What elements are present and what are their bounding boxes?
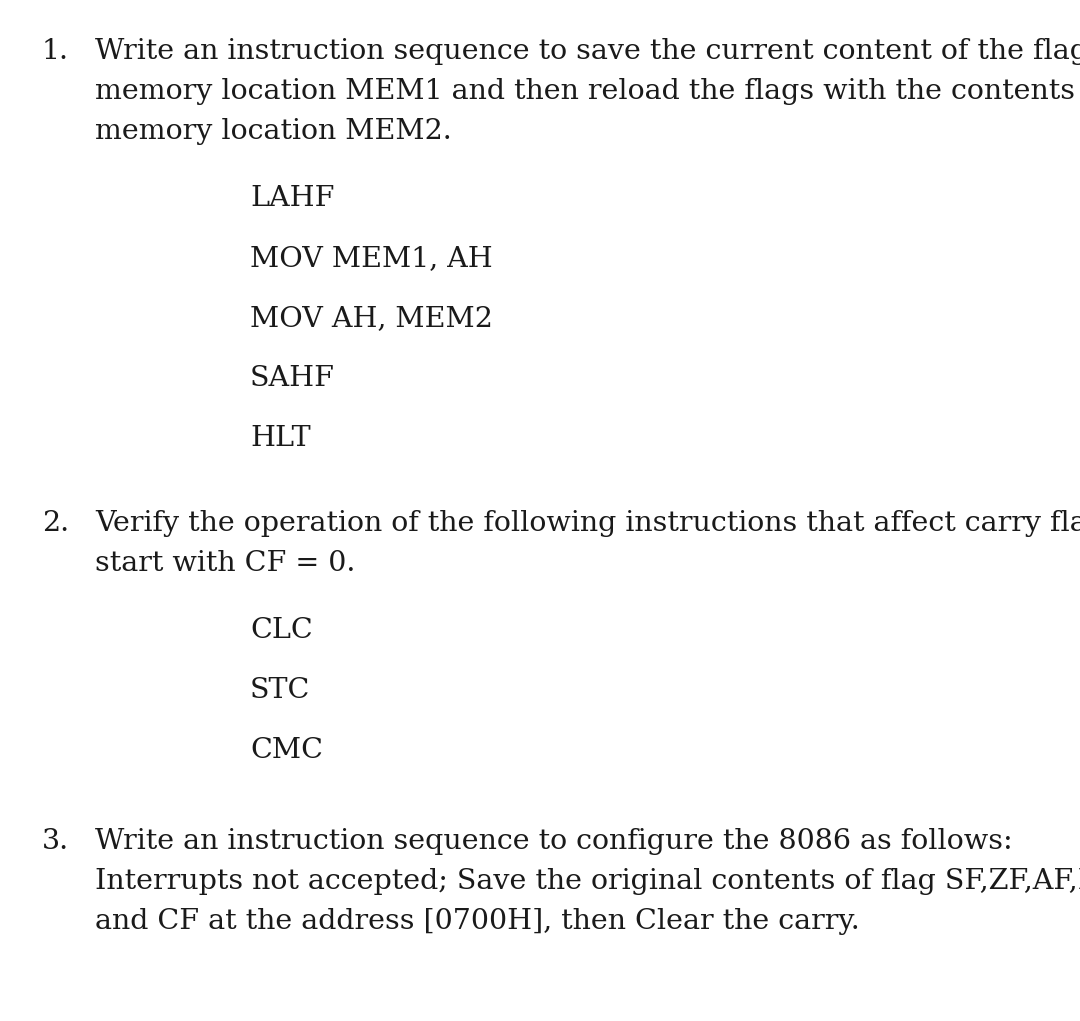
Text: start with CF = 0.: start with CF = 0. — [95, 550, 355, 577]
Text: 3.: 3. — [42, 828, 69, 855]
Text: Verify the operation of the following instructions that affect carry flag,: Verify the operation of the following in… — [95, 510, 1080, 537]
Text: SAHF: SAHF — [249, 364, 335, 392]
Text: HLT: HLT — [249, 425, 311, 452]
Text: MOV AH, MEM2: MOV AH, MEM2 — [249, 305, 492, 332]
Text: STC: STC — [249, 677, 310, 704]
Text: memory location MEM1 and then reload the flags with the contents of: memory location MEM1 and then reload the… — [95, 78, 1080, 105]
Text: CLC: CLC — [249, 617, 313, 644]
Text: CMC: CMC — [249, 737, 323, 764]
Text: 1.: 1. — [42, 38, 69, 65]
Text: Interrupts not accepted; Save the original contents of flag SF,ZF,AF,PF: Interrupts not accepted; Save the origin… — [95, 868, 1080, 895]
Text: 2.: 2. — [42, 510, 69, 537]
Text: and CF at the address [0700H], then Clear the carry.: and CF at the address [0700H], then Clea… — [95, 908, 860, 935]
Text: Write an instruction sequence to save the current content of the flag in: Write an instruction sequence to save th… — [95, 38, 1080, 65]
Text: memory location MEM2.: memory location MEM2. — [95, 118, 451, 145]
Text: LAHF: LAHF — [249, 185, 335, 212]
Text: MOV MEM1, AH: MOV MEM1, AH — [249, 245, 492, 272]
Text: Write an instruction sequence to configure the 8086 as follows:: Write an instruction sequence to configu… — [95, 828, 1013, 855]
